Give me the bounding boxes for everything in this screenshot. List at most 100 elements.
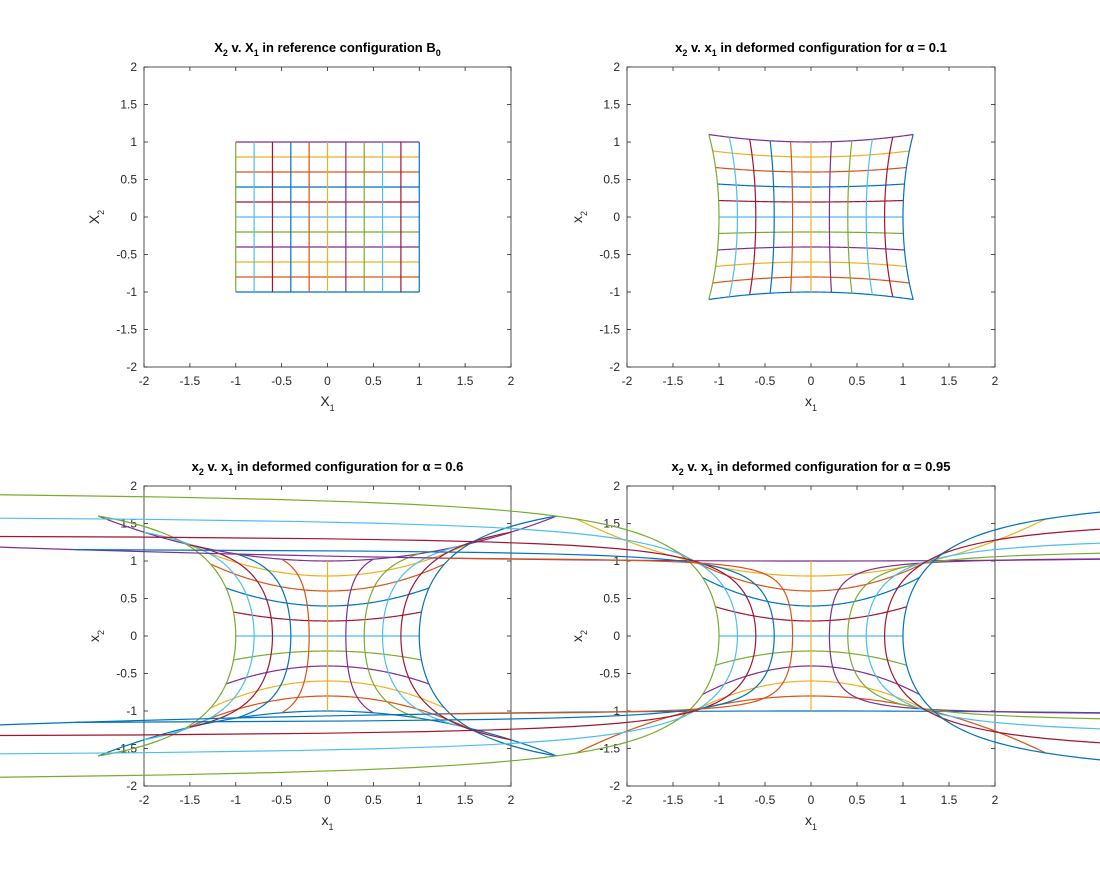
y-tick-label: 2 — [613, 60, 620, 74]
y-tick-label: 1.5 — [120, 517, 137, 531]
x-tick-label: 2 — [992, 793, 999, 807]
y-axis-label: x2 — [569, 630, 589, 642]
grid-line-x1 — [345, 558, 374, 714]
x-axis-label: x1 — [805, 393, 817, 413]
y-axis-label: X2 — [86, 210, 106, 224]
x-tick-label: -1 — [714, 374, 725, 388]
x-tick-label: 2 — [508, 793, 515, 807]
x-tick-label: -2 — [622, 793, 633, 807]
x-tick-label: 1.5 — [941, 793, 958, 807]
y-tick-label: -2 — [126, 360, 137, 374]
chart-panel-4: -2 -1.5 -1 -0.5 0 0.5 1 1.5 2 -2 -1.5 -1 -0.5 0 0.5 1 1.… — [0, 459, 1100, 832]
x-tick-label: 0 — [324, 793, 331, 807]
y-tick-label: -2 — [126, 779, 137, 793]
grid-line-x1 — [902, 511, 1100, 761]
grid-line-x1 — [865, 139, 873, 295]
chart-title: x2 v. x1 in deformed configuration for α… — [672, 459, 951, 477]
x-axis-label: x1 — [805, 812, 817, 832]
grid-line-x1 — [74, 549, 775, 723]
grid-line-x1 — [865, 542, 1100, 730]
y-tick-label: 2 — [130, 479, 137, 493]
grid-curves — [0, 494, 1100, 778]
x-tick-label: -1.5 — [663, 374, 684, 388]
grid-line-x1 — [728, 137, 738, 297]
x-tick-label: -1.5 — [180, 793, 201, 807]
grid-curves — [235, 141, 420, 293]
y-tick-label: -1.5 — [116, 742, 137, 756]
chart-panel-3: -2 -1.5 -1 -0.5 0 0.5 1 1.5 2 -2 -1.5 -1 -0.5 0 0.5 1 1.… — [86, 459, 558, 832]
y-tick-label: -1 — [609, 704, 620, 718]
x-tick-label: 0.5 — [365, 793, 382, 807]
x-tick-label: 1.5 — [457, 793, 474, 807]
y-tick-label: 0.5 — [603, 173, 620, 187]
grid-line-x1 — [235, 553, 292, 719]
chart-title: x2 v. x1 in deformed configuration for α… — [675, 40, 947, 58]
grid-line-x1 — [189, 544, 274, 728]
grid-line-x1 — [0, 494, 720, 778]
y-tick-label: 2 — [613, 479, 620, 493]
x-tick-label: 1.5 — [457, 374, 474, 388]
y-tick-label: -2 — [609, 360, 620, 374]
y-tick-label: -1 — [609, 285, 620, 299]
y-tick-label: 1 — [613, 135, 620, 149]
grid-line-x1 — [281, 558, 310, 714]
x-tick-label: 0.5 — [849, 793, 866, 807]
grid-line-x2 — [708, 291, 914, 301]
x-tick-label: 2 — [992, 374, 999, 388]
y-tick-label: 0.5 — [120, 592, 137, 606]
grid-line-x1 — [0, 535, 757, 737]
y-tick-label: 1.5 — [603, 517, 620, 531]
y-tick-label: -1.5 — [599, 323, 620, 337]
y-tick-label: -0.5 — [599, 667, 620, 681]
x-tick-label: 2 — [508, 374, 515, 388]
y-tick-label: 1.5 — [603, 98, 620, 112]
y-axis-label: x2 — [86, 630, 106, 642]
x-tick-label: 0 — [808, 793, 815, 807]
x-tick-label: -1 — [230, 793, 241, 807]
x-axis-label: x1 — [321, 812, 333, 832]
grid-line-x1 — [381, 544, 466, 728]
x-tick-label: -2 — [139, 793, 150, 807]
x-tick-label: 1 — [900, 793, 907, 807]
grid-line-x1 — [143, 531, 255, 741]
x-tick-label: -0.5 — [271, 793, 292, 807]
y-tick-label: 1.5 — [120, 98, 137, 112]
x-tick-label: 0.5 — [849, 374, 866, 388]
y-tick-label: -1.5 — [116, 323, 137, 337]
grid-line-x1 — [0, 517, 739, 755]
y-tick-label: 0.5 — [603, 592, 620, 606]
x-tick-label: 1 — [900, 374, 907, 388]
grid-line-x1 — [769, 140, 775, 294]
x-tick-label: -0.5 — [755, 793, 776, 807]
chart-title: x2 v. x1 in deformed configuration for α… — [192, 459, 464, 477]
y-tick-label: 0 — [130, 210, 137, 224]
grid-line-x1 — [749, 139, 757, 295]
grid-line-x1 — [400, 531, 512, 741]
grid-line-x1 — [708, 134, 720, 300]
x-axis-label: X1 — [320, 393, 334, 413]
y-tick-label: 0 — [613, 210, 620, 224]
y-tick-label: -1 — [126, 285, 137, 299]
x-tick-label: 0.5 — [365, 374, 382, 388]
grid-line-x1 — [442, 557, 794, 715]
x-tick-label: -2 — [622, 374, 633, 388]
y-tick-label: 0.5 — [120, 173, 137, 187]
y-tick-label: -0.5 — [599, 248, 620, 262]
x-tick-label: -1 — [714, 793, 725, 807]
y-axis-label: x2 — [569, 211, 589, 223]
y-tick-label: -1 — [126, 704, 137, 718]
x-tick-label: 1 — [416, 793, 423, 807]
grid-line-x1 — [884, 137, 894, 297]
grid-line-x1 — [789, 141, 794, 293]
grid-line-x1 — [418, 515, 557, 757]
x-tick-label: -1.5 — [663, 793, 684, 807]
y-tick-label: -0.5 — [116, 667, 137, 681]
grid-curves — [97, 515, 558, 757]
grid-line-x1 — [363, 553, 420, 719]
x-tick-label: -2 — [139, 374, 150, 388]
chart-panel-1: -2 -1.5 -1 -0.5 0 0.5 1 1.5 2 -2 -1.5 -1 -0.5 0 0.5 1 1.… — [86, 40, 515, 413]
x-tick-label: -1.5 — [180, 374, 201, 388]
grid-line-x1 — [828, 558, 1100, 714]
grid-line-x1 — [902, 134, 914, 300]
